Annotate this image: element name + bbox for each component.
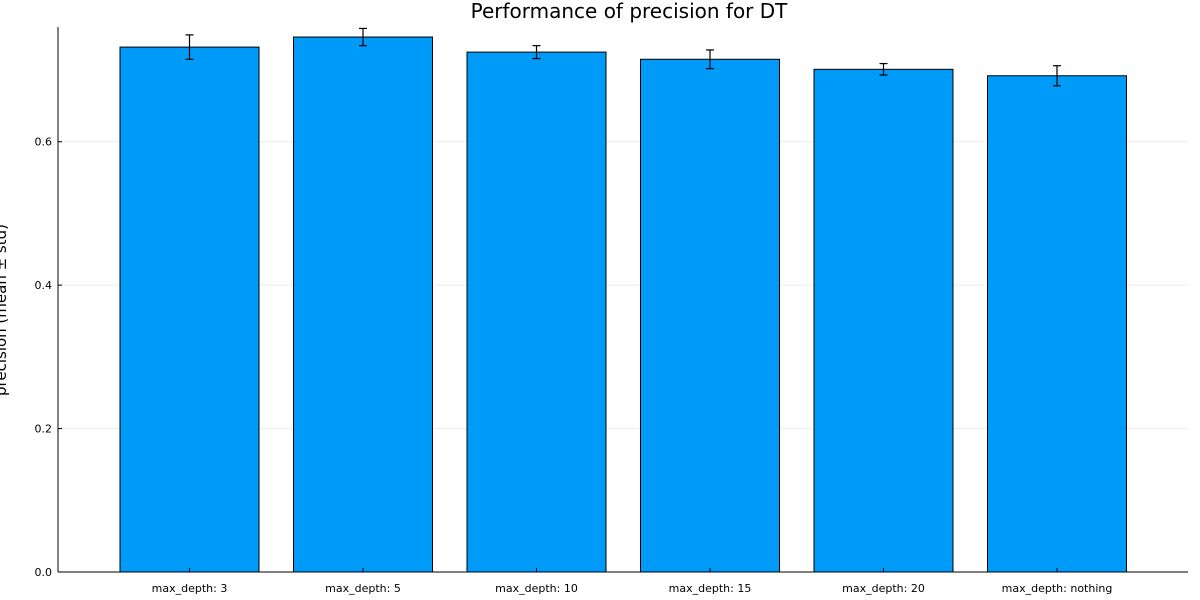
- bar: [466, 51, 607, 573]
- y-tick-label: 0.4: [35, 279, 53, 292]
- y-axis-label: precision (mean ± std): [0, 224, 10, 396]
- x-tick-label: max_depth: nothing: [1002, 582, 1113, 595]
- bar: [640, 58, 780, 573]
- y-tick-label: 0.6: [35, 136, 53, 149]
- error-bars: [185, 27, 1061, 87]
- y-tick-label: 0.0: [35, 566, 53, 579]
- y-ticks: 0.0 0.2 0.4 0.6: [35, 136, 62, 579]
- chart-title: Performance of precision for DT: [471, 0, 789, 23]
- x-tick-label: max_depth: 15: [669, 582, 752, 595]
- x-tick-label: max_depth: 10: [495, 582, 578, 595]
- error-bar: [879, 62, 888, 76]
- error-bar: [185, 34, 194, 60]
- x-tick-label: max_depth: 20: [842, 582, 925, 595]
- error-bar: [359, 27, 367, 47]
- bar: [293, 36, 433, 573]
- x-ticks: max_depth: 3 max_depth: 5 max_depth: 10 max…: [152, 568, 1113, 595]
- bar: [987, 75, 1127, 573]
- x-tick-label: max_depth: 3: [152, 582, 228, 595]
- error-bar: [1053, 65, 1061, 87]
- x-tick-label: max_depth: 5: [325, 582, 401, 595]
- bars: [119, 36, 1127, 573]
- error-bar: [706, 49, 714, 70]
- bar: [813, 68, 954, 573]
- bar: [119, 46, 260, 573]
- error-bar: [532, 45, 541, 60]
- y-tick-label: 0.2: [35, 423, 53, 436]
